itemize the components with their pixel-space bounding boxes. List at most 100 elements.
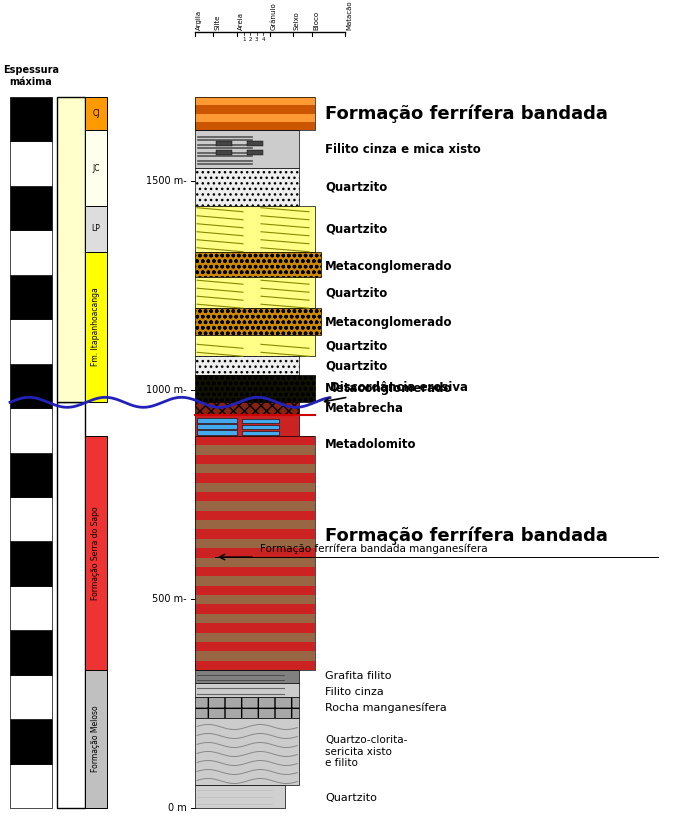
Bar [85, 670, 107, 808]
Text: Quartzito: Quartzito [325, 180, 387, 193]
Bar [195, 510, 315, 520]
Bar [195, 501, 315, 510]
Bar [85, 206, 107, 252]
Bar [195, 277, 315, 308]
Text: Filito cinza e mica xisto: Filito cinza e mica xisto [325, 143, 481, 156]
Bar [195, 567, 315, 577]
Bar [216, 140, 232, 145]
Bar [195, 633, 315, 642]
Text: Filito cinza: Filito cinza [325, 686, 384, 696]
Bar [10, 408, 52, 453]
Text: 500 m-: 500 m- [152, 594, 187, 604]
Text: 3: 3 [255, 37, 258, 42]
Bar [10, 453, 52, 497]
Bar [10, 186, 52, 230]
Text: JC: JC [92, 164, 100, 173]
Text: Areia: Areia [238, 12, 244, 30]
Text: Formação ferrífera bandada: Formação ferrífera bandada [325, 104, 608, 123]
Bar [57, 97, 85, 402]
Bar [85, 97, 107, 131]
Bar [195, 454, 315, 464]
Bar [197, 430, 237, 434]
Bar [242, 430, 279, 434]
Bar [195, 436, 315, 445]
Text: Formação Serra do Sapo: Formação Serra do Sapo [92, 506, 100, 600]
Text: Quartzito: Quartzito [325, 339, 387, 353]
Bar [195, 356, 299, 375]
Text: GRUPO SERRA DA SERPENTINA: GRUPO SERRA DA SERPENTINA [67, 526, 75, 684]
Bar [195, 605, 315, 614]
Bar [195, 97, 315, 131]
Text: Quartzito: Quartzito [325, 222, 387, 235]
Bar [195, 445, 315, 454]
Bar [10, 97, 52, 141]
Bar [195, 375, 315, 402]
Bar [10, 541, 52, 586]
Bar [195, 661, 315, 670]
Bar [195, 529, 315, 539]
Bar [10, 275, 52, 319]
Bar [195, 436, 315, 670]
Text: Discordância erosiva: Discordância erosiva [324, 382, 468, 403]
Bar [195, 595, 315, 605]
Bar [195, 577, 315, 586]
Bar [195, 586, 315, 595]
Bar [242, 425, 279, 429]
Bar [195, 402, 299, 415]
Text: Metaconglomerado: Metaconglomerado [325, 382, 452, 396]
Bar [197, 425, 237, 429]
Bar [195, 206, 315, 252]
Text: 1000 m-: 1000 m- [146, 385, 187, 395]
Bar [195, 670, 299, 682]
Text: Silte: Silte [214, 15, 220, 30]
Bar [195, 520, 315, 529]
Text: Fm. Itapanhoacanga: Fm. Itapanhoacanga [92, 287, 100, 367]
Text: 1: 1 [242, 37, 246, 42]
Bar [195, 114, 315, 122]
Bar [195, 473, 315, 482]
Bar [10, 763, 52, 808]
Bar [195, 252, 321, 277]
Bar [10, 141, 52, 186]
Text: Argila: Argila [196, 10, 202, 30]
Bar [85, 252, 107, 402]
Text: Rocha manganesífera: Rocha manganesífera [325, 702, 447, 713]
Bar [10, 497, 52, 541]
Text: Formação ferrífera bandada manganesífera: Formação ferrífera bandada manganesífera [260, 544, 488, 554]
Text: LP: LP [92, 224, 100, 233]
Text: Grânulo: Grânulo [271, 2, 277, 30]
Text: 0 m: 0 m [168, 803, 187, 813]
Bar [10, 363, 52, 408]
Bar [10, 675, 52, 719]
Text: Espessura
máxima: Espessura máxima [3, 65, 59, 87]
Text: 2: 2 [248, 37, 252, 42]
Text: Metabrecha: Metabrecha [325, 402, 404, 415]
Bar [57, 402, 85, 808]
Text: Quartzito: Quartzito [325, 287, 387, 299]
Bar [242, 419, 279, 423]
Text: Matacão: Matacão [346, 0, 352, 30]
Text: 1500 m-: 1500 m- [146, 176, 187, 186]
Bar [195, 415, 299, 436]
Text: Bloco: Bloco [313, 11, 319, 30]
Bar [195, 106, 315, 114]
Text: GRUPO SERRA DE SÃO JOSÉ: GRUPO SERRA DE SÃO JOSÉ [65, 179, 77, 320]
Bar [10, 230, 52, 275]
Bar [10, 630, 52, 675]
Text: Grafita filito: Grafita filito [325, 672, 392, 681]
Bar [247, 140, 263, 145]
Bar [195, 682, 299, 697]
Text: Metadolomito: Metadolomito [325, 438, 417, 451]
Text: Metaconglomerado: Metaconglomerado [325, 260, 452, 273]
Bar [195, 539, 315, 548]
Text: CJ: CJ [92, 109, 100, 118]
Bar [195, 718, 299, 785]
Text: Quartzito: Quartzito [325, 792, 377, 803]
Text: Seixo: Seixo [293, 12, 299, 30]
Text: Formação ferrífera bandada: Formação ferrífera bandada [325, 527, 608, 545]
Bar [195, 97, 315, 106]
Text: Metaconglomerado: Metaconglomerado [325, 316, 452, 329]
Bar [195, 482, 315, 492]
Bar [195, 614, 315, 623]
Bar [195, 558, 315, 567]
